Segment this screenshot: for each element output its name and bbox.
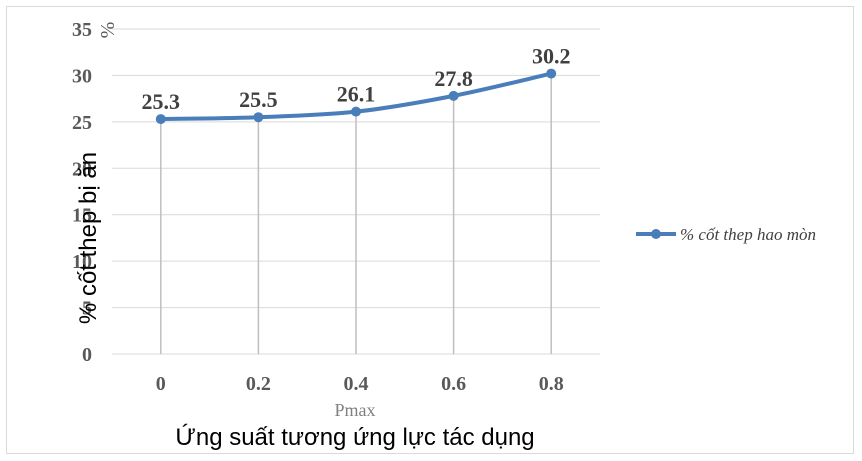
data-label: 26.1 — [337, 82, 376, 107]
series — [155, 68, 557, 125]
data-point — [253, 112, 264, 123]
data-label: 27.8 — [434, 66, 473, 91]
y-tick-label: 0 — [82, 344, 92, 366]
data-point — [546, 68, 557, 79]
y-tick-label: 15 — [72, 205, 92, 227]
y-tick-label: 10 — [72, 251, 92, 273]
legend-dot-marker — [651, 229, 661, 239]
x-tick-label: 0 — [156, 373, 166, 395]
y-axis-title: % cốt thep bị ăn — [75, 152, 102, 324]
vertical-gridlines — [160, 73, 552, 354]
legend: % cốt thep hao mòn — [636, 225, 816, 244]
data-labels: 25.3 25.5 26.1 27.8 30.2 — [142, 44, 571, 114]
x-axis-subtitle: Pmax — [334, 400, 375, 420]
y-tick-label: 30 — [72, 65, 92, 87]
y-unit-label: % — [97, 22, 119, 39]
y-tick-label: 35 — [72, 19, 92, 41]
chart-frame — [6, 6, 854, 454]
x-tick-label: 0.4 — [344, 373, 369, 395]
x-tick-label: 0.8 — [539, 373, 564, 395]
x-tick-label: 0.2 — [246, 373, 271, 395]
x-tick-label: 0.6 — [441, 373, 466, 395]
x-axis-ticks: 0 0.2 0.4 0.6 0.8 — [156, 373, 564, 395]
data-point — [351, 106, 361, 117]
y-tick-label: 20 — [72, 158, 92, 180]
data-label: 25.5 — [239, 87, 278, 112]
data-point — [448, 90, 459, 101]
data-label: 30.2 — [532, 44, 571, 69]
data-point — [155, 114, 166, 125]
x-axis-title: Ứng suất tương ứng lực tác dụng — [175, 424, 534, 451]
legend-label: % cốt thep hao mòn — [680, 225, 816, 244]
y-tick-label: 5 — [82, 298, 92, 320]
y-axis-ticks: 0 5 10 15 20 25 30 35 — [72, 19, 92, 366]
data-label: 25.3 — [142, 89, 181, 114]
y-tick-label: 25 — [72, 112, 92, 134]
